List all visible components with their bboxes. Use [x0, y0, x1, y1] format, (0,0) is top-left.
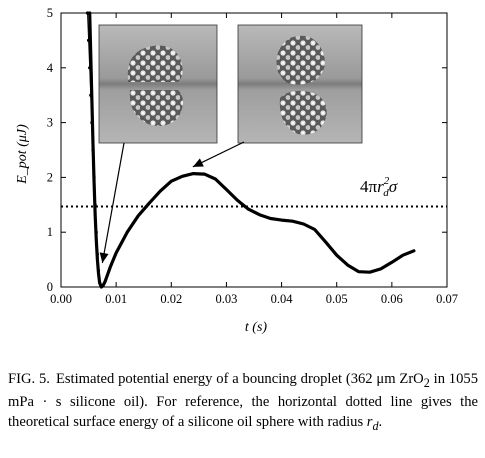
- x-tick-label: 0.05: [326, 292, 348, 306]
- x-tick-label: 0.00: [50, 292, 72, 306]
- fall-curve-point: [88, 66, 92, 70]
- fall-curve: [87, 12, 101, 283]
- inset-arrow-2-head: [192, 158, 204, 167]
- x-tick-label: 0.04: [271, 292, 294, 306]
- caption-label: FIG. 5.: [8, 371, 50, 387]
- fall-curve-point: [90, 121, 94, 125]
- x-tick-label: 0.07: [436, 292, 458, 306]
- y-axis-ticks: 0 1 2 3 4 5: [47, 6, 447, 294]
- y-axis-label: E_pot (μJ): [15, 124, 30, 185]
- fall-curve-point: [86, 38, 91, 43]
- x-tick-label: 0.06: [381, 292, 403, 306]
- y-tick-label: 5: [47, 6, 53, 20]
- fall-curve-point: [94, 230, 98, 234]
- x-axis-ticks: 0.00 0.01 0.02 0.03 0.04 0.05 0.06 0.07: [50, 13, 458, 306]
- caption-text-2: in 1055 mPa · s silicone oil). For refer…: [8, 371, 478, 430]
- energy-series: [61, 11, 447, 289]
- inset-arrow-1-head: [99, 252, 109, 264]
- x-tick-label: 0.02: [160, 292, 182, 306]
- fall-curve-point: [93, 203, 97, 207]
- fall-curve-point: [92, 175, 96, 179]
- caption-r: r: [366, 413, 373, 430]
- caption-subscript: 2: [423, 375, 430, 390]
- energy-plot: 0.00 0.01 0.02 0.03 0.04 0.05 0.06 0.07 012345 …: [15, 6, 458, 335]
- y-tick-label: 3: [47, 116, 53, 130]
- fall-curve-point: [96, 268, 101, 273]
- inset-arrows: [99, 141, 245, 264]
- surface-energy-label: 4πr2 dσ: [360, 175, 398, 199]
- plot-axes: [60, 12, 448, 288]
- x-tick-label: 0.03: [215, 292, 237, 306]
- caption-text-1: Estimated potential energy of a bouncing…: [55, 371, 424, 387]
- fall-curve-point: [91, 148, 95, 152]
- inset-photo-1: [98, 24, 218, 144]
- y-tick-label: 1: [47, 225, 53, 239]
- figure-caption: FIG. 5. Estimated potential energy of a b…: [8, 370, 478, 436]
- x-axis-label: t (s): [245, 320, 268, 335]
- y-tick-label: 2: [47, 170, 53, 184]
- fall-curve-point: [98, 281, 102, 285]
- caption-end: .: [378, 413, 383, 430]
- plot-frame: [60, 12, 448, 288]
- fall-curve-point: [95, 252, 99, 256]
- inset-photo-2: [237, 24, 363, 144]
- y-tick-label: 4: [47, 61, 54, 75]
- y-tick-label: 0: [47, 280, 53, 294]
- fall-curve-point: [89, 93, 93, 97]
- fall-curve-point: [85, 11, 90, 15]
- inset-arrow-1: [101, 142, 125, 264]
- caption-d: d: [372, 418, 379, 433]
- x-tick-label: 0.01: [105, 292, 127, 306]
